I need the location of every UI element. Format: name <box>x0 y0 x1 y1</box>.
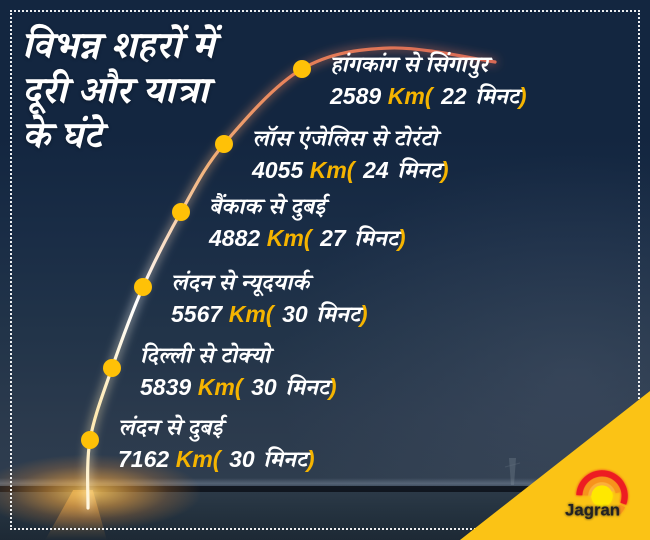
svg-text:Jagran: Jagran <box>565 501 620 520</box>
